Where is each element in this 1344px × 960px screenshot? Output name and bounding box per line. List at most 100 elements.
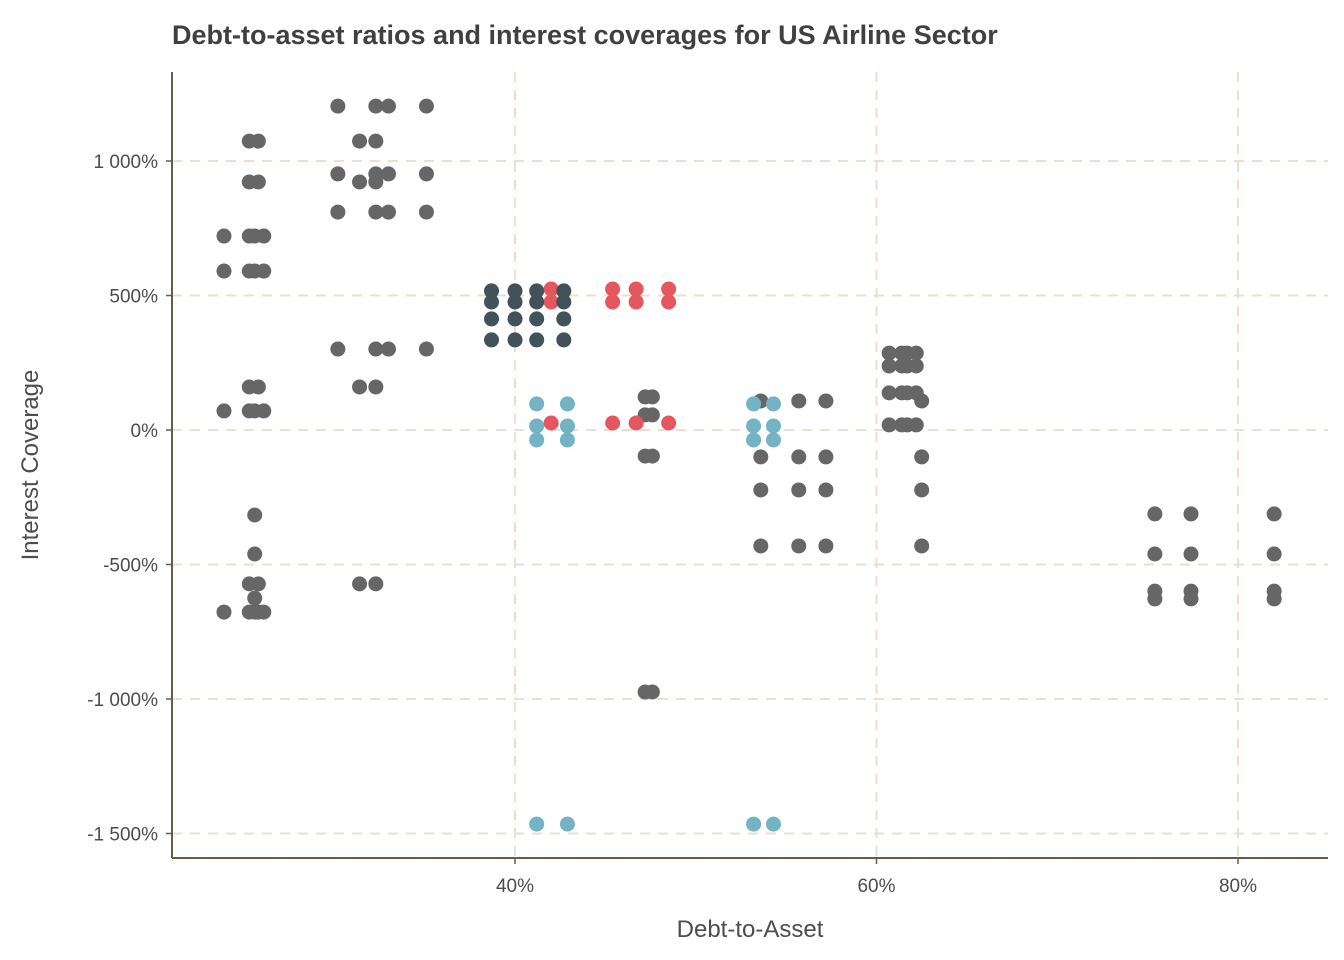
data-point-gray	[1183, 591, 1199, 607]
data-point-gray	[791, 482, 807, 498]
data-point-gray	[250, 133, 266, 149]
data-point-gray	[418, 166, 434, 182]
data-point-gray	[216, 403, 232, 419]
data-point-gray	[644, 407, 660, 423]
data-point-gray	[1266, 546, 1282, 562]
data-point-red	[661, 281, 677, 297]
data-point-dark	[507, 332, 523, 348]
data-point-gray	[352, 174, 368, 190]
data-point-gray	[247, 507, 263, 523]
x-tick-labels: 40% 60% 80%	[496, 858, 1257, 897]
data-point-dark	[556, 332, 572, 348]
data-point-teal	[746, 418, 762, 434]
data-point-gray	[250, 174, 266, 190]
data-point-teal	[765, 816, 781, 832]
data-point-gray	[908, 345, 924, 361]
x-axis-label: Debt-to-Asset	[677, 916, 824, 943]
data-point-gray	[753, 449, 769, 465]
data-point-teal	[529, 418, 545, 434]
data-point-dark	[529, 283, 545, 299]
data-point-gray	[250, 576, 266, 592]
data-point-teal	[559, 432, 575, 448]
data-point-gray	[644, 389, 660, 405]
data-point-gray	[330, 204, 346, 220]
data-point-dark	[507, 294, 523, 310]
data-point-gray	[818, 482, 834, 498]
chart-title: Debt-to-asset ratios and interest covera…	[172, 20, 998, 50]
data-point-gray	[1266, 591, 1282, 607]
data-point-gray	[1183, 546, 1199, 562]
data-point-gray	[418, 204, 434, 220]
data-point-gray	[791, 538, 807, 554]
data-point-gray	[330, 98, 346, 114]
data-point-gray	[368, 341, 384, 357]
data-point-gray	[908, 417, 924, 433]
y-tick-label: 500%	[109, 287, 158, 308]
data-point-gray	[818, 393, 834, 409]
data-point-teal	[765, 396, 781, 412]
data-point-gray	[330, 341, 346, 357]
data-point-dark	[529, 332, 545, 348]
x-tick-label: 60%	[857, 876, 895, 897]
data-point-teal	[765, 432, 781, 448]
data-point-dark	[484, 294, 500, 310]
data-point-gray	[791, 393, 807, 409]
data-point-gray	[256, 228, 272, 244]
data-point-gray	[914, 449, 930, 465]
data-point-gray	[256, 263, 272, 279]
data-point-teal	[559, 816, 575, 832]
data-point-gray	[352, 576, 368, 592]
data-point-gray	[908, 358, 924, 374]
data-point-teal	[529, 816, 545, 832]
data-point-dark	[484, 311, 500, 327]
data-point-red	[628, 294, 644, 310]
data-point-gray	[216, 263, 232, 279]
y-tick-label: -1 000%	[87, 690, 158, 711]
data-point-dark	[507, 311, 523, 327]
data-point-red	[605, 281, 621, 297]
data-point-gray	[753, 482, 769, 498]
data-point-gray	[791, 449, 807, 465]
data-point-gray	[256, 403, 272, 419]
data-point-gray	[256, 604, 272, 620]
data-point-dark	[529, 311, 545, 327]
data-point-gray	[352, 379, 368, 395]
data-point-gray	[247, 590, 263, 606]
data-point-gray	[380, 204, 396, 220]
data-point-gray	[368, 174, 384, 190]
data-point-dark	[507, 283, 523, 299]
data-point-red	[543, 415, 559, 431]
data-point-gray	[418, 98, 434, 114]
data-point-gray	[380, 98, 396, 114]
y-tick-label: -500%	[103, 556, 158, 577]
data-point-gray	[216, 604, 232, 620]
data-point-dark	[529, 294, 545, 310]
data-points	[216, 98, 1282, 832]
data-point-gray	[1183, 506, 1199, 522]
data-point-dark	[484, 283, 500, 299]
data-point-gray	[1147, 591, 1163, 607]
data-point-gray	[914, 482, 930, 498]
data-point-gray	[1147, 506, 1163, 522]
y-axis-label: Interest Coverage	[17, 370, 44, 561]
data-point-gray	[753, 538, 769, 554]
data-point-gray	[818, 449, 834, 465]
data-point-red	[628, 281, 644, 297]
data-point-teal	[746, 396, 762, 412]
y-tick-label: 0%	[131, 421, 159, 442]
data-point-red	[661, 415, 677, 431]
data-point-red	[543, 281, 559, 297]
data-point-gray	[250, 379, 266, 395]
data-point-gray	[1147, 546, 1163, 562]
data-point-gray	[368, 204, 384, 220]
data-point-gray	[368, 576, 384, 592]
data-point-teal	[529, 432, 545, 448]
data-point-gray	[330, 166, 346, 182]
data-point-gray	[368, 379, 384, 395]
data-point-gray	[818, 538, 834, 554]
y-tick-labels: 1 000% 500% 0% -500% -1 000% -1 500%	[87, 152, 172, 846]
data-point-teal	[765, 418, 781, 434]
data-point-gray	[644, 684, 660, 700]
data-point-gray	[881, 345, 897, 361]
